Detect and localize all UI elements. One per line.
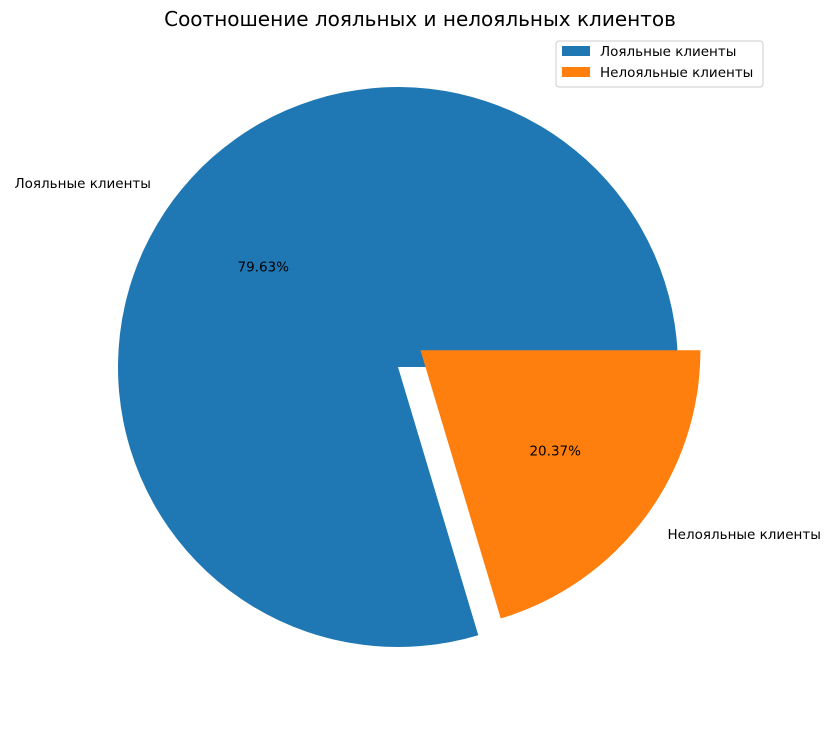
pie-pct-label: 79.63% — [237, 260, 289, 276]
legend-entry-label: Лояльные клиенты — [600, 44, 736, 60]
pie-labels: 79.63% Лояльные клиенты 20.37% Нелояльные к… — [15, 176, 821, 543]
legend-frame — [555, 40, 764, 88]
pie-pct-label: 20.37% — [529, 444, 581, 460]
legend-swatch — [562, 67, 590, 77]
legend-swatch — [562, 46, 590, 56]
pie-slice — [420, 350, 701, 619]
chart-title: Соотношение лояльных и нелояльных клиент… — [164, 7, 676, 31]
legend-entry-label: Нелояльные клиенты — [600, 65, 753, 81]
pie-category-label: Нелояльные клиенты — [668, 527, 821, 543]
pie-slices — [117, 87, 701, 648]
pie-category-label: Лояльные клиенты — [15, 176, 151, 192]
pie-slice — [117, 87, 678, 648]
legend: Лояльные клиенты Нелояльные клиенты — [555, 40, 764, 88]
